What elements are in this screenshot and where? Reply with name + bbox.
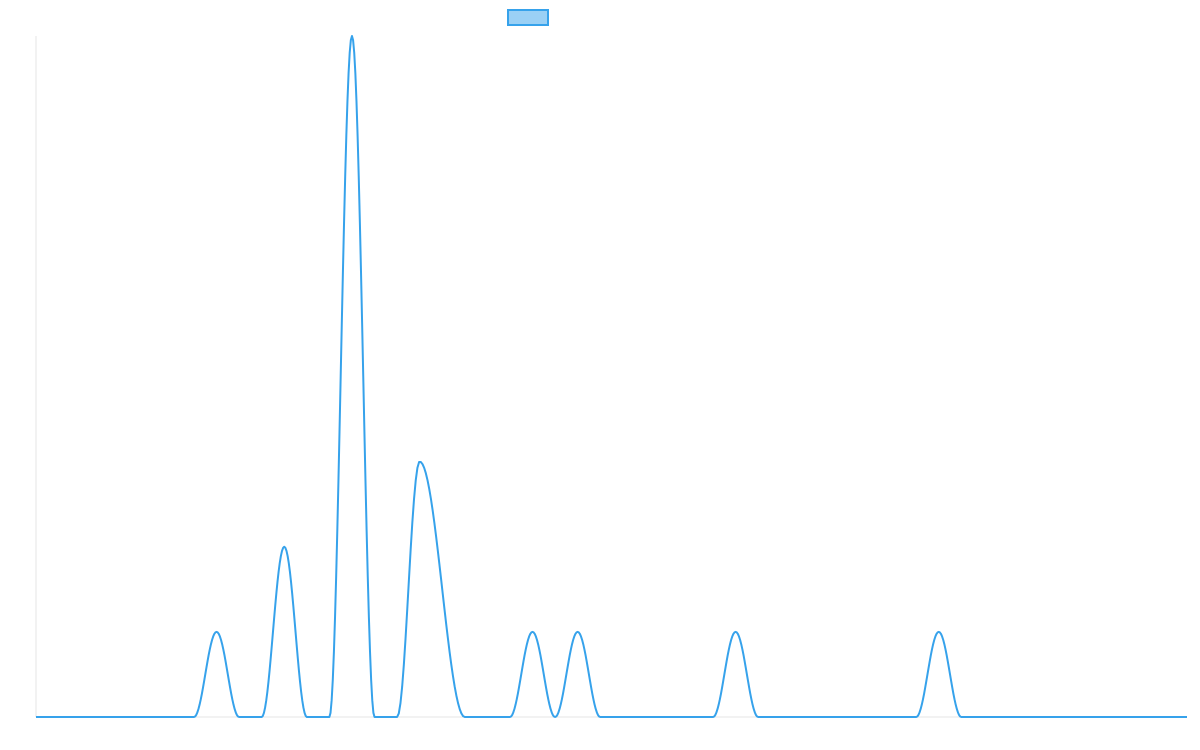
series-peaks (214, 33, 942, 635)
legend-swatch-series-1[interactable] (507, 9, 549, 26)
series-line (36, 35, 1187, 718)
legend[interactable] (507, 9, 549, 26)
